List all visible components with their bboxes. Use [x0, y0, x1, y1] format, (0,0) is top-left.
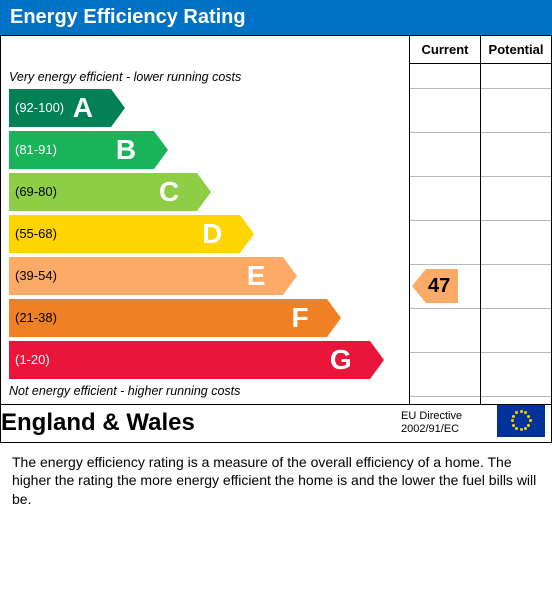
band-D: (55-68) D [9, 214, 401, 254]
band-G: (1-20) G [9, 340, 401, 380]
eu-flag-icon [497, 405, 545, 437]
band-range: (92-100) [9, 100, 64, 115]
band-range: (1-20) [9, 352, 50, 367]
band-letter: D [202, 218, 222, 250]
column-potential: Potential [481, 36, 552, 64]
band-letter: C [159, 176, 179, 208]
potential-column [481, 64, 552, 405]
current-value: 47 [426, 269, 458, 303]
epc-chart: Energy Efficiency Rating Current Potenti… [0, 0, 552, 519]
column-current: Current [410, 36, 481, 64]
directive-label: EU Directive 2002/91/EC [401, 405, 491, 442]
header-row: Current Potential [1, 36, 552, 64]
current-column: 47 [410, 64, 481, 405]
footer-row: England & Wales EU Directive 2002/91/EC [1, 404, 552, 442]
band-letter: A [73, 92, 93, 124]
chart-table: Current Potential Very energy efficient … [0, 35, 552, 443]
band-F: (21-38) F [9, 298, 401, 338]
description-text: The energy efficiency rating is a measur… [0, 443, 552, 520]
band-letter: G [330, 344, 352, 376]
band-E: (39-54) E [9, 256, 401, 296]
band-range: (81-91) [9, 142, 57, 157]
band-range: (21-38) [9, 310, 57, 325]
current-pointer: 47 [412, 269, 458, 303]
band-A: (92-100) A [9, 88, 401, 128]
band-range: (39-54) [9, 268, 57, 283]
chart-title: Energy Efficiency Rating [0, 0, 552, 35]
band-letter: E [247, 260, 266, 292]
band-letter: B [116, 134, 136, 166]
eu-flag [491, 405, 551, 442]
note-top: Very energy efficient - lower running co… [9, 70, 401, 84]
note-bottom: Not energy efficient - higher running co… [9, 384, 401, 398]
bands-area: Very energy efficient - lower running co… [1, 64, 410, 405]
region-label: England & Wales [1, 405, 401, 442]
band-B: (81-91) B [9, 130, 401, 170]
band-range: (69-80) [9, 184, 57, 199]
band-range: (55-68) [9, 226, 57, 241]
band-C: (69-80) C [9, 172, 401, 212]
band-letter: F [291, 302, 308, 334]
